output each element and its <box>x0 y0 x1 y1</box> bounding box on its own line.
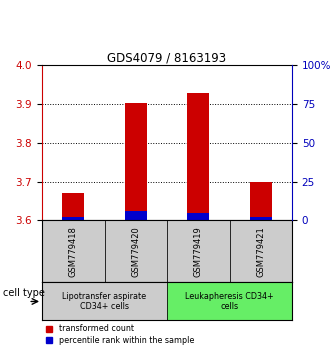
Bar <box>125 211 147 221</box>
Text: GSM779418: GSM779418 <box>69 226 78 277</box>
Bar <box>187 93 209 221</box>
Legend: transformed count, percentile rank within the sample: transformed count, percentile rank withi… <box>46 325 194 345</box>
Text: GSM779420: GSM779420 <box>131 226 140 277</box>
Bar <box>125 103 147 221</box>
Text: GSM779419: GSM779419 <box>194 226 203 277</box>
Bar <box>42 221 105 282</box>
Bar <box>42 282 167 320</box>
Bar <box>167 221 229 282</box>
Title: GDS4079 / 8163193: GDS4079 / 8163193 <box>108 51 227 64</box>
Bar <box>62 193 84 221</box>
Text: Leukapheresis CD34+
cells: Leukapheresis CD34+ cells <box>185 292 274 311</box>
Text: GSM779421: GSM779421 <box>256 226 265 277</box>
Bar <box>229 221 292 282</box>
Bar <box>250 217 272 221</box>
Text: Lipotransfer aspirate
CD34+ cells: Lipotransfer aspirate CD34+ cells <box>62 292 147 311</box>
Bar <box>250 182 272 221</box>
Bar <box>105 221 167 282</box>
Bar <box>187 213 209 221</box>
Bar <box>167 282 292 320</box>
Text: cell type: cell type <box>3 287 45 298</box>
Bar <box>62 217 84 221</box>
